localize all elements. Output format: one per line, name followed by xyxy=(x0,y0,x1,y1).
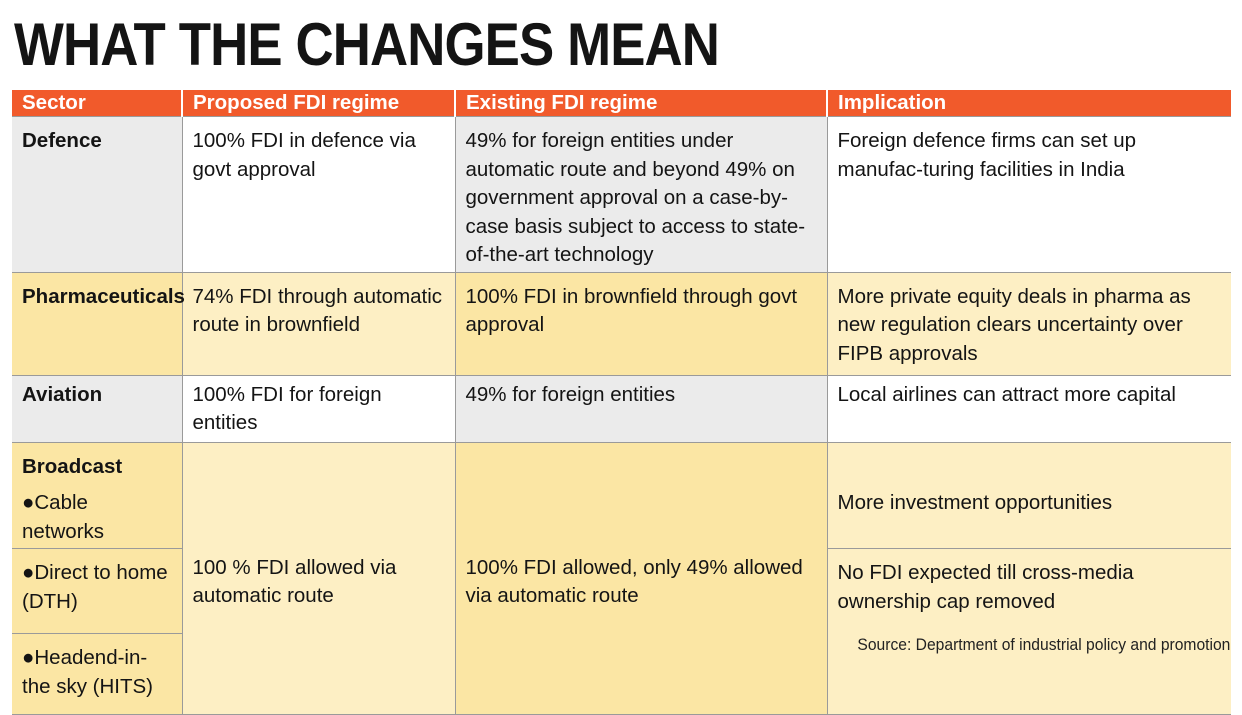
proposed-cell: 100 % FDI allowed via automatic route xyxy=(181,441,456,715)
existing-cell: 100% FDI in brownfield through govt appr… xyxy=(454,271,828,376)
subsector-label: ●Headend-in-the sky (HITS) xyxy=(12,633,182,715)
existing-cell: 49% for foreign entities xyxy=(454,374,828,443)
proposed-cell: 74% FDI through automatic route in brown… xyxy=(181,271,456,376)
subsector-label: ●Cable networks xyxy=(22,491,105,543)
implication-cell: No FDI expected till cross-media ownersh… xyxy=(826,548,1231,715)
table-header-row: Sector Proposed FDI regime Existing FDI … xyxy=(12,90,1231,117)
source-note: Source: Department of industrial policy … xyxy=(857,635,1230,654)
fdi-table: Sector Proposed FDI regime Existing FDI … xyxy=(12,90,1231,715)
proposed-cell: 100% FDI for foreign entities xyxy=(181,374,456,443)
column-header-existing: Existing FDI regime xyxy=(454,90,827,117)
existing-cell: 100% FDI allowed, only 49% allowed via a… xyxy=(454,441,828,715)
sector-cell: Broadcast ●Cable networks xyxy=(12,441,183,549)
implication-cell: More investment opportunities xyxy=(826,441,1231,549)
existing-cell: 49% for foreign entities under automatic… xyxy=(454,116,828,273)
broadcast-sector-label: Broadcast xyxy=(22,454,123,478)
implication-cell: More private equity deals in pharma as n… xyxy=(826,271,1231,376)
column-header-implication: Implication xyxy=(826,90,1231,117)
sector-cell: Defence xyxy=(12,116,183,273)
implication-cell: Foreign defence firms can set up manufac… xyxy=(826,116,1231,273)
table-row-defence: Defence 100% FDI in defence via govt app… xyxy=(12,116,1231,273)
page-title: WHAT THE CHANGES MEAN xyxy=(14,11,720,78)
table-row-broadcast-cable: Broadcast ●Cable networks 100 % FDI allo… xyxy=(12,441,1231,715)
column-header-sector: Sector xyxy=(12,90,182,117)
subsector-label: ●Direct to home (DTH) xyxy=(12,548,183,634)
sector-cell: Aviation xyxy=(12,374,183,443)
column-header-proposed: Proposed FDI regime xyxy=(181,90,455,117)
sector-cell: Pharmaceuticals xyxy=(12,271,185,376)
implication-cell: Local airlines can attract more capital xyxy=(826,374,1231,443)
proposed-cell: 100% FDI in defence via govt approval xyxy=(181,116,456,273)
table-row-aviation: Aviation 100% FDI for foreign entities 4… xyxy=(12,374,1231,443)
table-row-pharmaceuticals: Pharmaceuticals 74% FDI through automati… xyxy=(12,271,1231,376)
